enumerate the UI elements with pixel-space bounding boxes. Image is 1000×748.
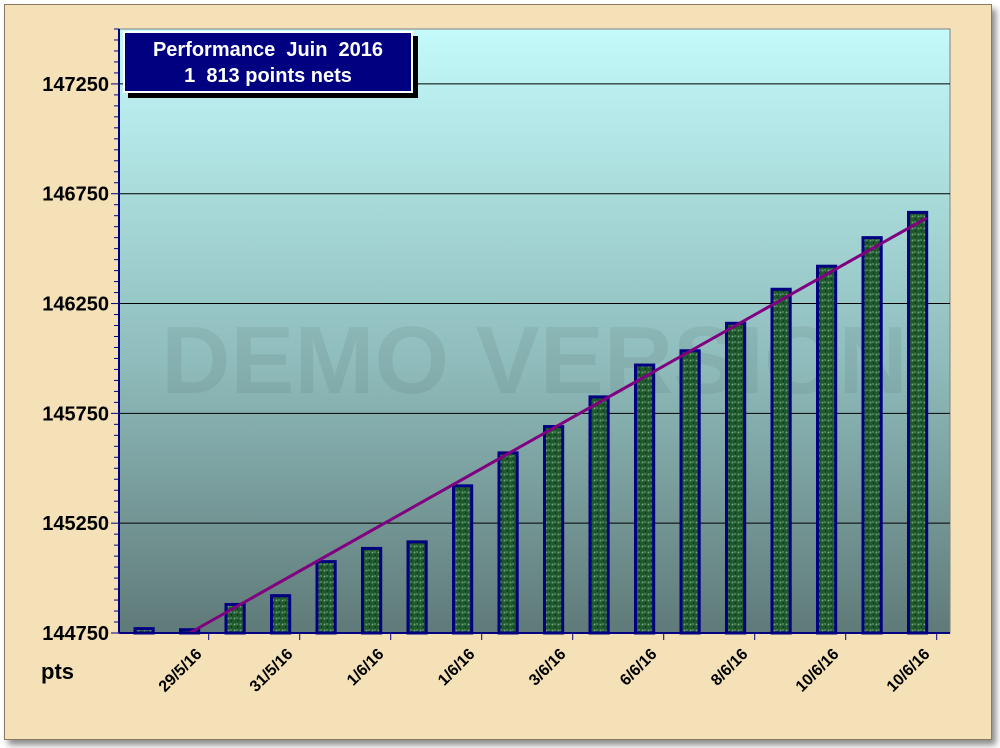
bar [452,484,474,635]
trendline-layer [188,216,928,635]
bar [315,560,337,635]
y-tick-label: 146250 [42,294,109,316]
bar [588,395,610,635]
chart-frame: DEMO VERSION 144750 145250 145750 146250 146… [4,4,992,740]
chart-title: Performance Juin 2016 [152,39,384,61]
bar [270,594,292,635]
y-tick-label: 145750 [42,403,109,425]
bar [361,546,383,635]
bar [543,425,565,635]
bar [497,451,519,635]
bar [725,321,747,635]
x-tick-label: 6/6/16 [617,646,661,690]
watermark: DEMO VERSION [161,307,908,414]
bars [133,210,929,635]
plot-area [118,28,951,634]
x-tick-label: 1/6/16 [344,646,388,690]
y-tick-label: 147250 [42,74,109,96]
y-tick-label: 145250 [42,513,109,535]
bar [406,540,428,635]
bar [770,287,792,635]
bar [816,264,838,635]
bar [634,363,656,635]
chart-subtitle: 1 813 points nets [184,65,352,87]
x-tick-label: 8/6/16 [708,646,752,690]
y-tick-label: 144750 [42,623,109,645]
y-unit-label: pts [41,659,74,684]
trendline [188,216,928,635]
x-tick-label: 3/6/16 [526,646,570,690]
x-tick-label: 10/6/16 [793,646,843,696]
chart-canvas: DEMO VERSION 144750 145250 145750 146250 146… [41,28,951,696]
bar [679,349,701,635]
bar [861,236,883,635]
x-tick-label: 1/6/16 [435,646,479,690]
y-tick-label: 146750 [42,184,109,206]
x-tick-label: 29/5/16 [156,646,206,696]
x-tick-label: 10/6/16 [884,646,934,696]
x-tick-label: 31/5/16 [247,646,297,696]
chart-title-box: Performance Juin 2016 1 813 points nets [123,31,413,93]
bar [907,210,929,635]
axes [111,28,950,640]
